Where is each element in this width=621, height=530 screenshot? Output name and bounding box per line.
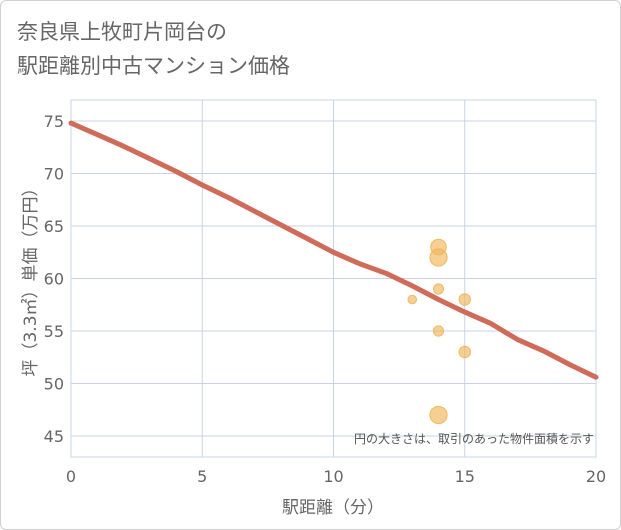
- data-point: [432, 283, 445, 295]
- data-point: [407, 294, 418, 305]
- y-tick-label: 65: [44, 217, 64, 236]
- data-point: [429, 405, 448, 425]
- grid-lines: [70, 100, 597, 457]
- y-tick-label: 50: [44, 375, 64, 394]
- data-point: [432, 325, 445, 337]
- x-tick-label: 0: [66, 467, 76, 486]
- x-tick-label: 15: [455, 467, 475, 486]
- data-point: [458, 293, 471, 306]
- y-tick-label: 60: [44, 270, 64, 289]
- chart-title-line-2: 駅距離別中古マンション価格: [17, 54, 290, 78]
- x-axis-label: 駅距離（分）: [282, 498, 384, 518]
- size-annotation: 円の大きさは、取引のあった物件面積を示す: [354, 431, 594, 446]
- y-tick-label: 55: [44, 322, 64, 341]
- bubbles: [407, 238, 471, 425]
- tick-labels: 0 5 10 15 20 45 50 55 60 65 70 75: [44, 112, 607, 486]
- y-axis-label: 坪（3.3㎡）単価（万円）: [21, 179, 41, 376]
- data-point: [429, 248, 448, 267]
- y-tick-label: 70: [44, 165, 64, 184]
- data-point: [458, 345, 471, 359]
- y-tick-label: 75: [44, 112, 64, 131]
- chart-title: 奈良県上牧町片岡台の 駅距離別中古マンション価格: [17, 15, 290, 83]
- x-tick-label: 5: [197, 467, 207, 486]
- x-tick-label: 20: [586, 467, 606, 486]
- chart-title-line-1: 奈良県上牧町片岡台の: [17, 20, 227, 44]
- trend-line: [68, 120, 599, 380]
- x-tick-label: 10: [323, 467, 343, 486]
- y-tick-label: 45: [44, 427, 64, 446]
